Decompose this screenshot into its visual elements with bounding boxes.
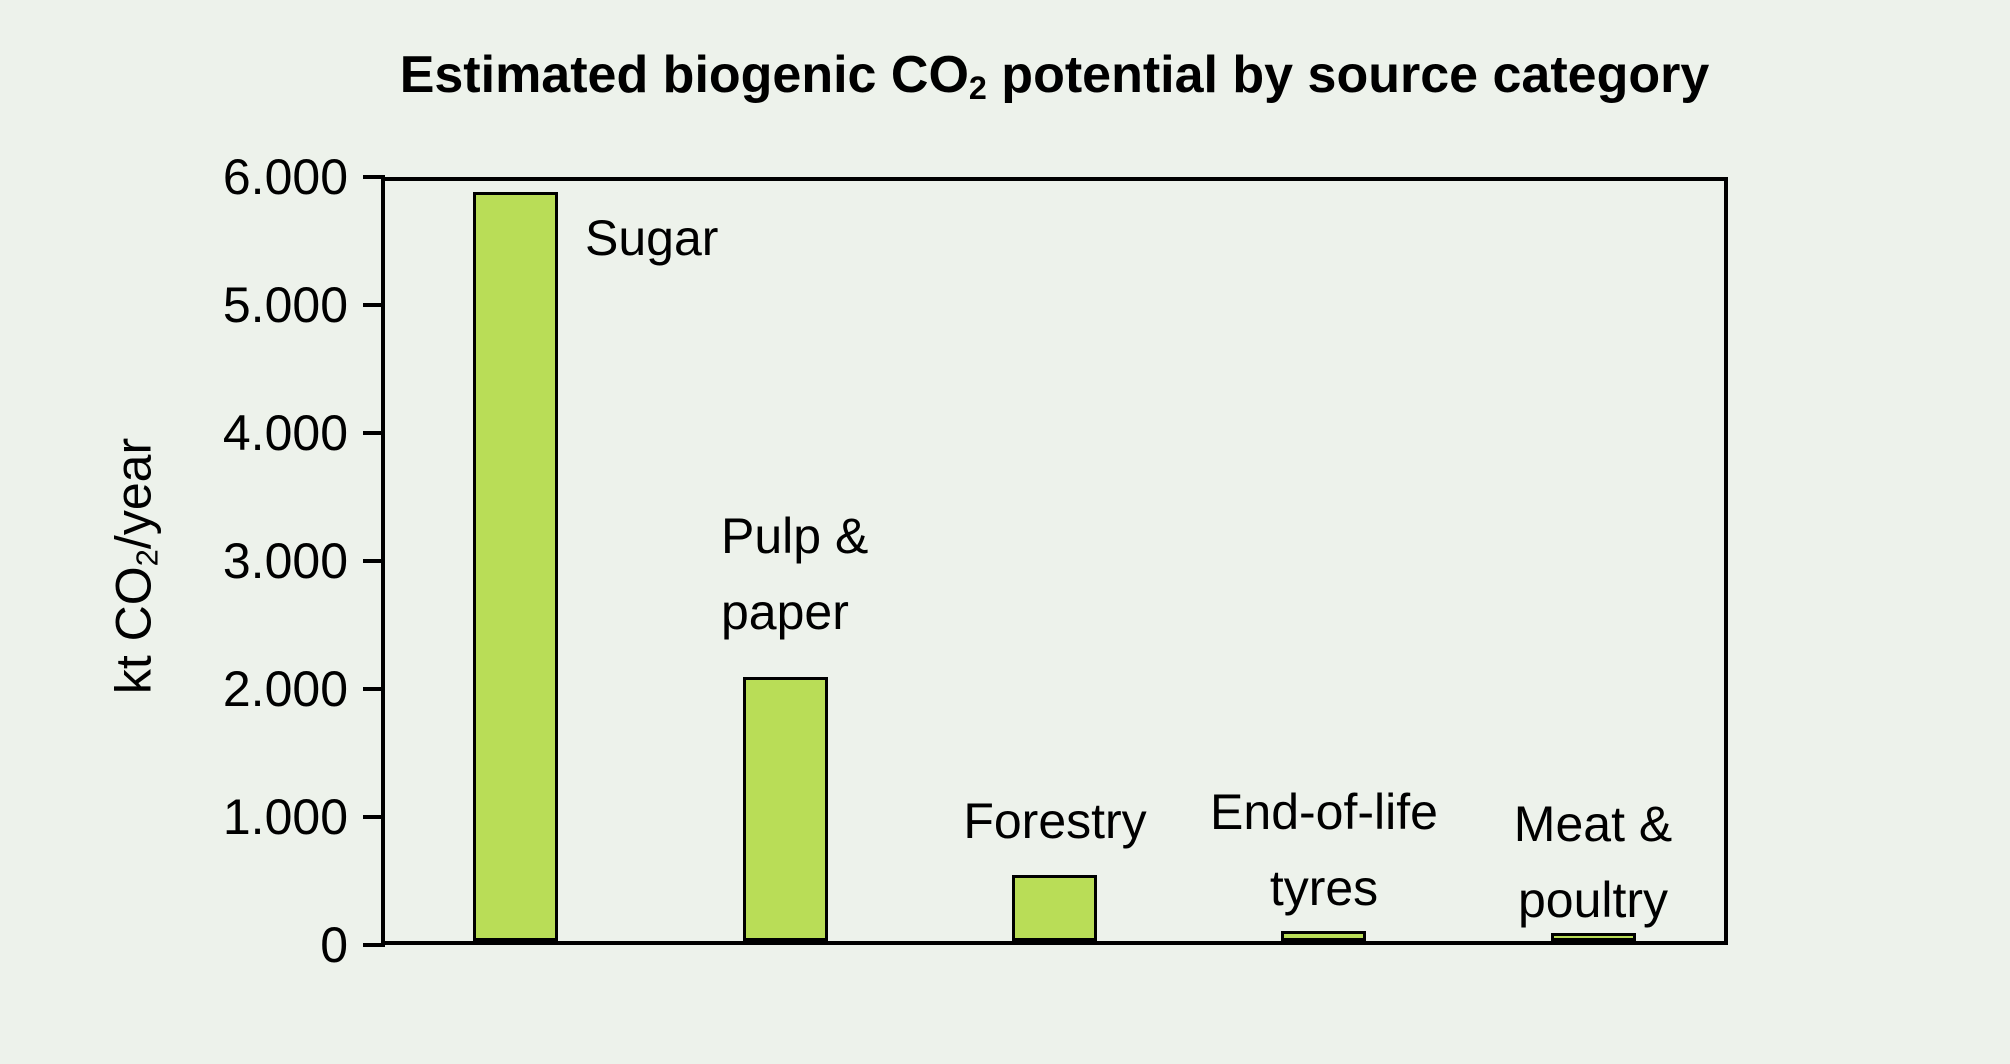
y-tick-label-5.000: 5.000 [222,277,348,333]
category-label-pulp-paper: Pulp & paper [721,498,868,650]
category-label-forestry: Forestry [755,783,1355,859]
category-label-line: End-of-life [1210,784,1438,840]
bar-forestry [1012,875,1097,941]
y-tick-label-1.000: 1.000 [222,789,348,845]
y-tick-mark-1.000 [363,815,385,819]
category-label-line: Sugar [585,210,719,266]
y-tick-mark-4.000 [363,431,385,435]
y-tick-label-6.000: 6.000 [222,149,348,205]
y-tick-mark-5.000 [363,303,385,307]
y-tick-label-3.000: 3.000 [222,533,348,589]
y-tick-mark-3.000 [363,559,385,563]
chart-title-text-2: potential by source category [986,46,1710,104]
category-label-line: poultry [1517,872,1669,928]
bar-sugar [473,192,558,941]
y-tick-mark-6.000 [363,175,385,179]
category-label-line: Forestry [963,793,1147,849]
y-tick-label-4.000: 4.000 [222,405,348,461]
y-tick-label-0: 0 [320,917,348,973]
bar-meat-poultry [1551,933,1636,941]
bar-end-of-life-tyres [1281,931,1366,941]
y-tick-mark-2.000 [363,687,385,691]
category-label-line: tyres [1269,860,1379,916]
y-tick-mark-0 [363,943,385,947]
y-tick-label-2.000: 2.000 [222,661,348,717]
chart-title-subscript: 2 [968,70,987,107]
category-label-meat-poultry: Meat & poultry [1293,786,1893,938]
category-label-line: Pulp & [721,508,869,564]
category-label-line: paper [721,584,849,640]
bar-pulp-paper [743,677,828,941]
category-label-line: Meat & [1513,796,1673,852]
chart-title: Estimated biogenic CO2 potential by sour… [381,44,1728,112]
category-label-end-of-life-tyres: End-of-life tyres [1024,774,1624,926]
category-label-sugar: Sugar [585,200,718,276]
chart-title-text: Estimated biogenic CO [399,46,969,104]
